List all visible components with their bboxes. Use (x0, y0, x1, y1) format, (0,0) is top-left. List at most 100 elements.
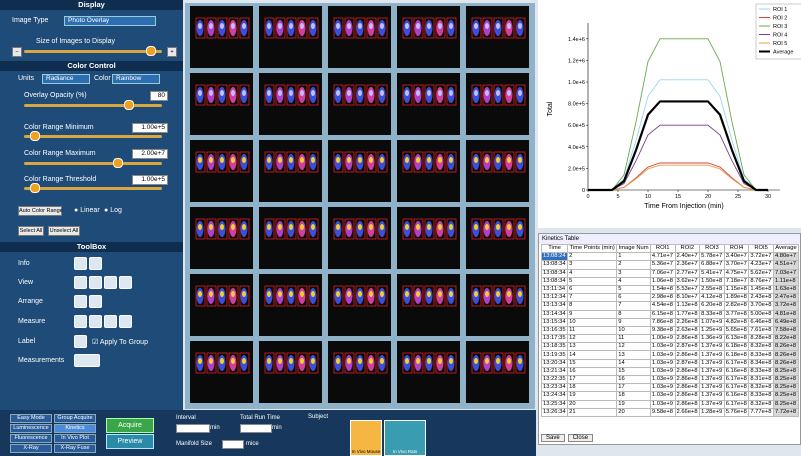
icon[interactable] (119, 315, 132, 328)
table-cell: 2.86e+8 (674, 334, 701, 344)
x-tick-label: 20 (705, 194, 711, 200)
roi (286, 352, 297, 374)
slider-knob[interactable] (30, 131, 40, 141)
button[interactable]: Auto Color Range (18, 206, 63, 216)
text-field[interactable] (240, 424, 272, 433)
icon[interactable] (89, 315, 102, 328)
button[interactable]: Close (567, 434, 594, 442)
dropdown[interactable]: Rainbow (112, 74, 160, 84)
text-field[interactable]: 80 (150, 91, 168, 101)
signal (289, 157, 293, 163)
text-field[interactable]: 2.00e+7 (132, 149, 168, 159)
mode-button[interactable]: Fluorescence (10, 434, 52, 443)
icon[interactable] (74, 276, 87, 289)
dropdown[interactable]: Photo Overlay (64, 16, 156, 26)
table-cell: 8.26e+8 (772, 342, 800, 352)
slider[interactable] (24, 162, 162, 165)
text-field[interactable] (222, 440, 244, 449)
table-cell: 1.37e+9 (699, 383, 725, 393)
icon[interactable] (89, 257, 102, 270)
roi (493, 218, 504, 240)
table-row: 13:08:34 5 4 1.06e+8 3.62e+7 1.50e+8 7.18e+7 8.… (540, 276, 800, 286)
slider[interactable] (24, 104, 162, 107)
roi (308, 285, 319, 307)
thumbnail-bg (259, 73, 322, 135)
signal (300, 23, 304, 29)
legend-label: ROI 3 (773, 24, 787, 30)
text-field[interactable] (176, 424, 210, 433)
roi (377, 17, 388, 39)
slider-knob[interactable] (113, 158, 123, 168)
subject-mouse[interactable]: In Vivo Mouse (350, 420, 382, 456)
icon[interactable] (104, 276, 117, 289)
table-cell: 20 (567, 399, 618, 409)
icon[interactable] (74, 315, 87, 328)
text-field[interactable]: 1.00e+5 (132, 175, 168, 185)
signal (358, 157, 362, 163)
roi (206, 218, 217, 240)
minus-button[interactable]: − (12, 47, 22, 57)
roi (206, 352, 217, 374)
roi (493, 285, 504, 307)
subject-rats[interactable]: In Vivo Rats (384, 420, 426, 456)
button[interactable]: Unselect All (48, 226, 80, 236)
mode-button[interactable]: In Vivo Plot (54, 434, 96, 443)
slider-knob[interactable] (146, 46, 156, 56)
thumbnail (190, 140, 253, 202)
signal (518, 90, 522, 96)
thumbnail (190, 341, 253, 403)
icon[interactable] (74, 295, 87, 308)
icon[interactable] (119, 276, 132, 289)
table-cell: 10 (567, 317, 618, 327)
column-header: Time Points (min) (567, 243, 618, 254)
table-cell: 1.15e+8 (723, 284, 750, 295)
slider[interactable] (24, 187, 162, 190)
button[interactable]: Save (541, 434, 565, 442)
table-cell: 14 (616, 358, 651, 368)
table-cell: 8.22e+8 (772, 334, 800, 344)
mode-button[interactable]: X-Ray Fuse (54, 444, 96, 453)
table-cell: 13:17:35 (540, 334, 569, 344)
mode-button[interactable]: Luminescence (10, 424, 52, 433)
mode-button[interactable]: Group Acquire (54, 414, 96, 423)
thumbnail (259, 341, 322, 403)
roi (297, 285, 308, 307)
slider[interactable] (24, 135, 162, 138)
radio[interactable]: ● Linear (74, 207, 100, 214)
acquire-button[interactable]: Acquire (106, 418, 154, 433)
control-panel: Display Image Type Photo Overlay Size of… (0, 0, 183, 410)
table-cell: 7.72e+8 (772, 407, 800, 417)
plus-button[interactable]: + (167, 47, 177, 57)
icon[interactable] (89, 295, 102, 308)
roi (195, 285, 206, 307)
dropdown[interactable]: Radiance (42, 74, 90, 84)
roi (471, 352, 482, 374)
slider[interactable] (24, 50, 162, 53)
signal (300, 291, 304, 297)
roi (308, 84, 319, 106)
mode-button[interactable]: X-Ray (10, 444, 52, 453)
column-header: Image Num (616, 243, 651, 254)
roi (402, 218, 413, 240)
roi (446, 151, 457, 173)
slider-knob[interactable] (124, 100, 134, 110)
button[interactable]: Select All (18, 226, 44, 236)
roi (217, 84, 228, 106)
preview-button[interactable]: Preview (106, 434, 154, 449)
table-cell: 1.37e+9 (699, 399, 725, 409)
mode-button[interactable]: Easy Mode (10, 414, 52, 423)
slider-knob[interactable] (30, 183, 40, 193)
icon[interactable] (74, 335, 87, 348)
mode-button[interactable]: Kinetics (54, 424, 96, 433)
radio[interactable]: ● Log (104, 207, 122, 214)
icon[interactable] (104, 315, 117, 328)
icon[interactable] (74, 354, 100, 367)
icon[interactable] (74, 257, 87, 270)
roi (206, 17, 217, 39)
signal (405, 90, 409, 96)
text-field[interactable]: 1.00e+5 (132, 123, 168, 133)
label: Color (94, 75, 111, 82)
checkbox[interactable]: ☑ Apply To Group (92, 339, 148, 346)
icon[interactable] (89, 276, 102, 289)
x-axis-label: Time From Injection (min) (644, 203, 723, 210)
